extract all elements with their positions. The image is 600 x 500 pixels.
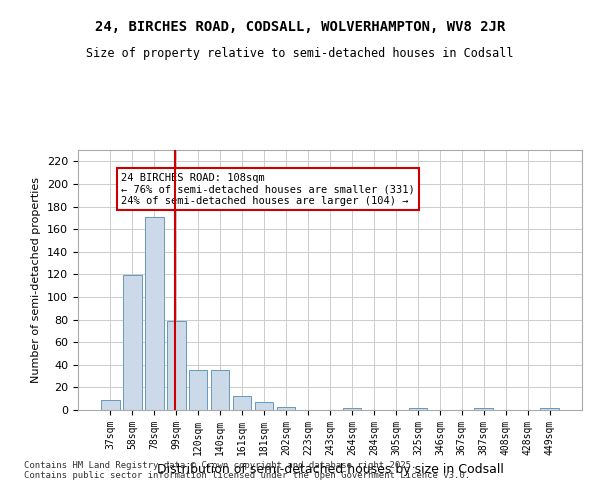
Bar xyxy=(167,320,185,410)
Bar xyxy=(189,370,208,410)
Bar xyxy=(541,408,559,410)
Bar xyxy=(101,400,119,410)
Bar xyxy=(211,370,229,410)
Bar xyxy=(233,396,251,410)
Bar xyxy=(475,408,493,410)
Bar xyxy=(145,216,164,410)
Bar xyxy=(277,406,295,410)
X-axis label: Distribution of semi-detached houses by size in Codsall: Distribution of semi-detached houses by … xyxy=(157,464,503,476)
Bar xyxy=(255,402,274,410)
Y-axis label: Number of semi-detached properties: Number of semi-detached properties xyxy=(31,177,41,383)
Bar xyxy=(343,408,361,410)
Bar xyxy=(123,276,142,410)
Bar xyxy=(409,408,427,410)
Text: Size of property relative to semi-detached houses in Codsall: Size of property relative to semi-detach… xyxy=(86,48,514,60)
Text: Contains HM Land Registry data © Crown copyright and database right 2025.
Contai: Contains HM Land Registry data © Crown c… xyxy=(24,460,470,480)
Text: 24, BIRCHES ROAD, CODSALL, WOLVERHAMPTON, WV8 2JR: 24, BIRCHES ROAD, CODSALL, WOLVERHAMPTON… xyxy=(95,20,505,34)
Text: 24 BIRCHES ROAD: 108sqm
← 76% of semi-detached houses are smaller (331)
24% of s: 24 BIRCHES ROAD: 108sqm ← 76% of semi-de… xyxy=(121,172,415,206)
